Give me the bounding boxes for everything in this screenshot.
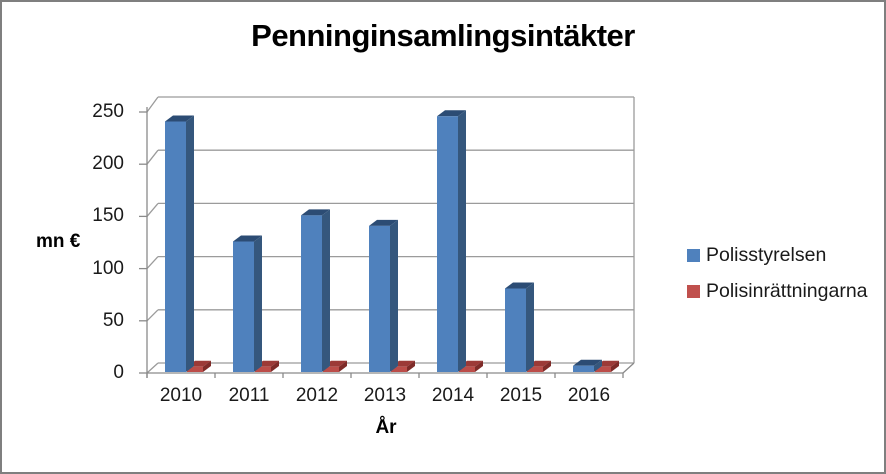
bar-polisstyrelsen-2010-top [165,115,194,122]
x-category-label-2010: 2010 [159,385,203,406]
bar-polisstyrelsen-2014-top [437,110,466,117]
x-category-label-2011: 2011 [228,385,270,406]
bar-polisstyrelsen-2010-side [186,115,194,372]
floor-right-edge [622,362,635,374]
x-category-label-2012: 2012 [295,385,339,406]
bar-polisinrättningarna-2014-side [475,360,483,372]
legend-label: Polisinrättningarna [706,279,868,302]
bar-polisstyrelsen-2011-front [233,241,254,372]
legend-swatch-polisinrättningarna [687,284,700,298]
y-tick-label-150: 150 [92,205,124,227]
y-tick-label-0: 0 [113,362,124,383]
bar-polisstyrelsen-2013-front [369,225,390,372]
bar-polisstyrelsen-2013-top [369,219,398,226]
x-category-label-2013: 2013 [363,385,407,406]
bar-polisstyrelsen-2011-side [254,235,262,372]
bar-polisstyrelsen-2014-side [458,110,466,372]
bar-polisstyrelsen-2012-front [301,215,322,372]
bar-polisinrättningarna-2013-side [407,360,415,372]
y-tick-label-50: 50 [102,309,124,331]
bar-polisstyrelsen-2012-side [322,209,330,372]
bar-polisinrättningarna-2012-side [339,360,347,372]
legend-item: Polisinrättningarna [687,279,868,302]
legend-swatch-polisstyrelsen [687,248,700,262]
bar-polisinrättningarna-2016-side [611,360,619,372]
x-category-label-2014: 2014 [431,385,475,406]
bar-polisstyrelsen-2015-side [526,282,534,372]
y-axis-title: mn € [36,231,81,252]
bar-polisstyrelsen-2012-top [301,209,330,216]
x-category-label-2015: 2015 [499,385,543,406]
bar-polisstyrelsen-2013-side [390,219,398,372]
bar-polisinrättningarna-2015-side [543,360,551,372]
wall-connector-250 [146,96,159,113]
bar-polisinrättningarna-2011-side [271,360,279,372]
y-tick-label-250: 250 [92,101,124,122]
bar-polisstyrelsen-2015-top [505,282,534,289]
bar-polisstyrelsen-2016-side [594,359,602,372]
y-tick-label-200: 200 [92,153,124,175]
legend-label: Polisstyrelsen [706,243,827,266]
legend: Polisstyrelsen Polisinrättningarna [687,243,868,317]
wall-connector-150 [146,202,159,217]
x-axis-title: År [375,417,397,438]
bar-polisstyrelsen-2014-front [437,116,458,372]
chart-title: Penninginsamlingsintäkter [251,18,635,53]
bar-polisstyrelsen-2016-front [573,365,594,372]
bar-polisstyrelsen-2016-top [573,359,602,366]
bar-polisstyrelsen-2015-front [505,288,526,372]
wall-connector-100 [146,256,159,270]
bar-polisstyrelsen-2011-top [233,235,262,242]
y-tick-label-100: 100 [92,257,124,279]
legend-item: Polisstyrelsen [687,243,868,266]
bar-polisinrättningarna-2010-side [203,360,211,372]
wall-connector-0 [146,362,159,374]
wall-connector-200 [146,149,159,165]
bar-polisstyrelsen-2010-front [165,121,186,372]
x-category-label-2016: 2016 [567,385,611,406]
wall-connector-50 [146,309,159,322]
